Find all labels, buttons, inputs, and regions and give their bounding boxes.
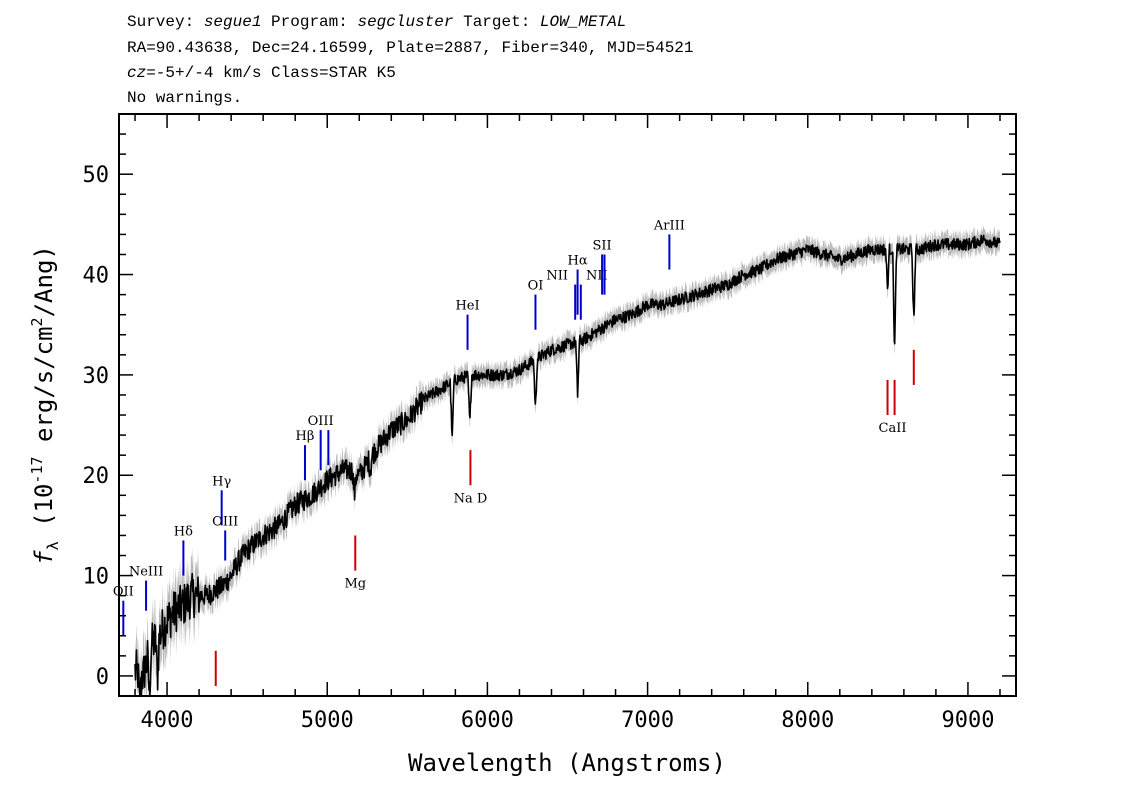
x-tick-label: 4000 [141, 708, 194, 733]
emission-line-label: Hγ [212, 474, 231, 489]
absorption-line-label: Na D [454, 491, 488, 506]
emission-line-label: Hα [568, 254, 588, 269]
y-axis-mid: (10 [30, 484, 58, 542]
error-band-area [135, 225, 1000, 695]
y-axis-units: erg/s/cm [30, 326, 58, 456]
axis-ticks [119, 114, 1016, 696]
spectrum-series [134, 234, 1001, 696]
y-tick-label: 50 [83, 163, 110, 188]
y-axis-exp2: 2 [28, 317, 46, 326]
cz-symbol: cz [127, 64, 147, 82]
y-tick-label: 40 [83, 264, 110, 289]
y-tick-label: 10 [83, 565, 110, 590]
x-tick-label: 7000 [621, 708, 674, 733]
y-axis-tail: /Ang) [30, 245, 58, 317]
emission-line-label: NeIII [129, 565, 163, 580]
x-tick-label: 9000 [941, 708, 994, 733]
axis-tick-labels: 4000 5000 6000 7000 8000 9000 0 10 20 30 40 50 [83, 163, 995, 733]
emission-line-label: Hδ [174, 524, 193, 539]
y-tick-label: 30 [83, 364, 110, 389]
plot-frame [118, 113, 1017, 697]
absorption-line-label: Mg [344, 577, 366, 592]
y-axis-lambda: λ [44, 541, 62, 550]
cz-value: =-5+/-4 [146, 64, 214, 82]
header-line-4: No warnings. [127, 89, 243, 107]
y-axis-f: f [30, 550, 58, 565]
header-line-2: RA=90.43638, Dec=24.16599, Plate=2887, F… [127, 39, 694, 57]
emission-line-label: HeI [455, 299, 479, 314]
y-tick-label: 20 [83, 464, 110, 489]
survey-value: segue1 [203, 13, 262, 31]
spectrum-line [134, 234, 1001, 696]
target-value: LOW_METAL [539, 13, 627, 31]
y-tick-label: 0 [96, 665, 109, 690]
survey-label: Survey: [127, 13, 195, 31]
x-tick-label: 8000 [781, 708, 834, 733]
x-tick-label: 6000 [461, 708, 514, 733]
emission-line-label: OII [113, 585, 134, 600]
x-tick-label: 5000 [301, 708, 354, 733]
program-label: Program: [271, 13, 348, 31]
y-axis-title: fλ (10-17 erg/s/cm2/Ang) [28, 245, 62, 565]
emission-line-label: SII [593, 238, 612, 253]
emission-line-label: NII [546, 269, 568, 284]
header-line-3: cz=-5+/-4 km/s Class=STAR K5 [127, 63, 396, 83]
emission-line-label: OI [528, 279, 544, 294]
error-band [135, 225, 1000, 695]
y-axis-exp: -17 [28, 456, 46, 483]
emission-line-label: Hβ [296, 429, 315, 444]
target-label: Target: [463, 13, 531, 31]
line-markers: OIINeIIIHδHγOIIIHβOIIIHeIOINIIHαNIISIIAr… [113, 218, 915, 686]
absorption-line-label: CaII [879, 421, 907, 436]
emission-line-label: OIII [308, 414, 334, 429]
cz-units-class: km/s Class=STAR K5 [223, 64, 396, 82]
header-line-1: Survey: segue1 Program: segcluster Targe… [127, 12, 626, 32]
emission-line-label: OIII [212, 514, 238, 529]
emission-line-label: ArIII [653, 218, 685, 233]
x-axis-title: Wavelength (Angstroms) [408, 749, 726, 777]
program-value: segcluster [357, 13, 454, 31]
